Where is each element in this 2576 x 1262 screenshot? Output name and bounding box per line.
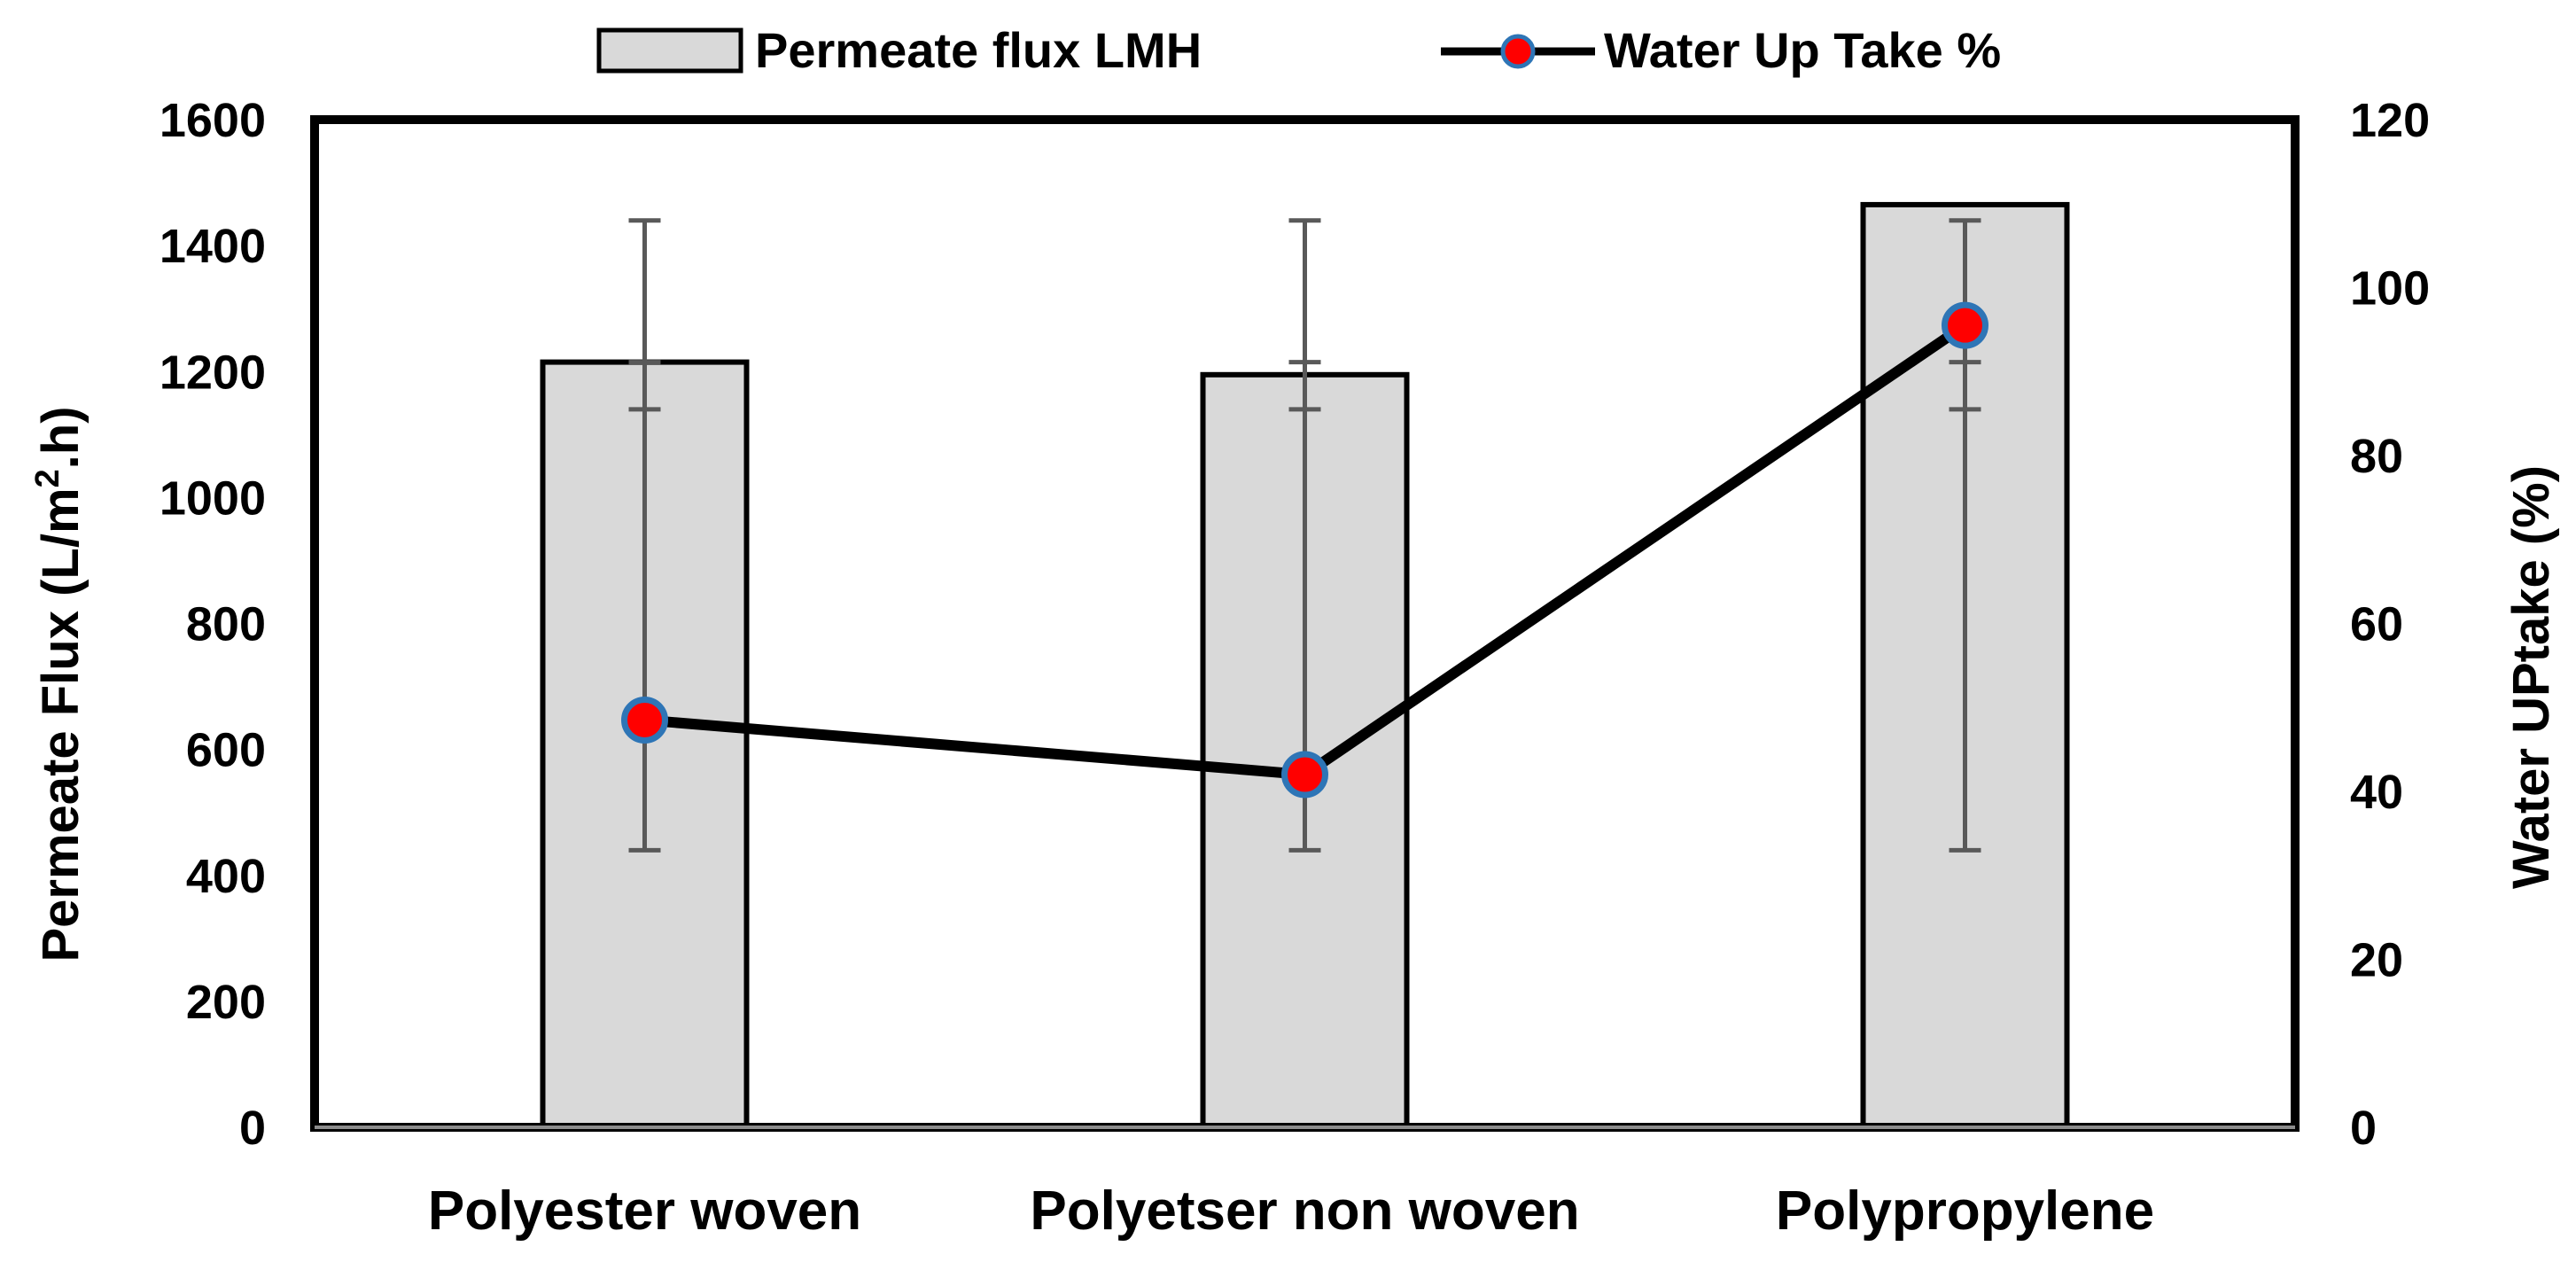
- y-tick-label-600: 600: [186, 724, 266, 777]
- legend-label-water-uptake: Water Up Take %: [1604, 22, 2001, 78]
- y-tick-label-1000: 1000: [160, 471, 266, 525]
- y-tick-label-1200: 1200: [160, 346, 266, 399]
- x-tick-label-1: Polyester woven: [428, 1180, 861, 1242]
- x-tick-label-2: Polyetser non woven: [1030, 1180, 1579, 1242]
- x-tick-label-3: Polypropylene: [1776, 1180, 2154, 1242]
- water-uptake-point-1: [621, 696, 668, 744]
- y-tick-label-800: 800: [186, 598, 266, 651]
- y-axis-title: Permeate Flux (L/m2.h): [29, 406, 89, 962]
- y-tick-label-200: 200: [186, 976, 266, 1029]
- y-tick-label-400: 400: [186, 850, 266, 903]
- y2-tick-label-20: 20: [2350, 934, 2403, 987]
- water-uptake-point-3: [1942, 301, 1988, 349]
- y-tick-label-0: 0: [239, 1102, 266, 1155]
- y-tick-label-1600: 1600: [160, 94, 266, 147]
- y-tick-label-1400: 1400: [160, 220, 266, 273]
- legend-marker-water-uptake: [1500, 34, 1536, 69]
- plot-layer: 0 200 400 600 800 1000 1200 1400 1600 0 20 40 60 80 10…: [160, 94, 2430, 1242]
- water-uptake-point-2: [1281, 751, 1328, 798]
- y2-tick-label-40: 40: [2350, 766, 2403, 819]
- y2-tick-label-60: 60: [2350, 598, 2403, 651]
- legend-label-permeate-flux: Permeate flux LMH: [755, 22, 1202, 78]
- y2-tick-label-0: 0: [2350, 1102, 2377, 1155]
- legend: Permeate flux LMH Water Up Take %: [596, 22, 2001, 78]
- legend-swatch-permeate-flux: [596, 27, 743, 74]
- y2-axis-title: Water UPtake (%): [2502, 465, 2560, 889]
- y2-tick-label-100: 100: [2350, 262, 2430, 316]
- y2-tick-label-80: 80: [2350, 430, 2403, 483]
- y2-tick-label-120: 120: [2350, 94, 2430, 147]
